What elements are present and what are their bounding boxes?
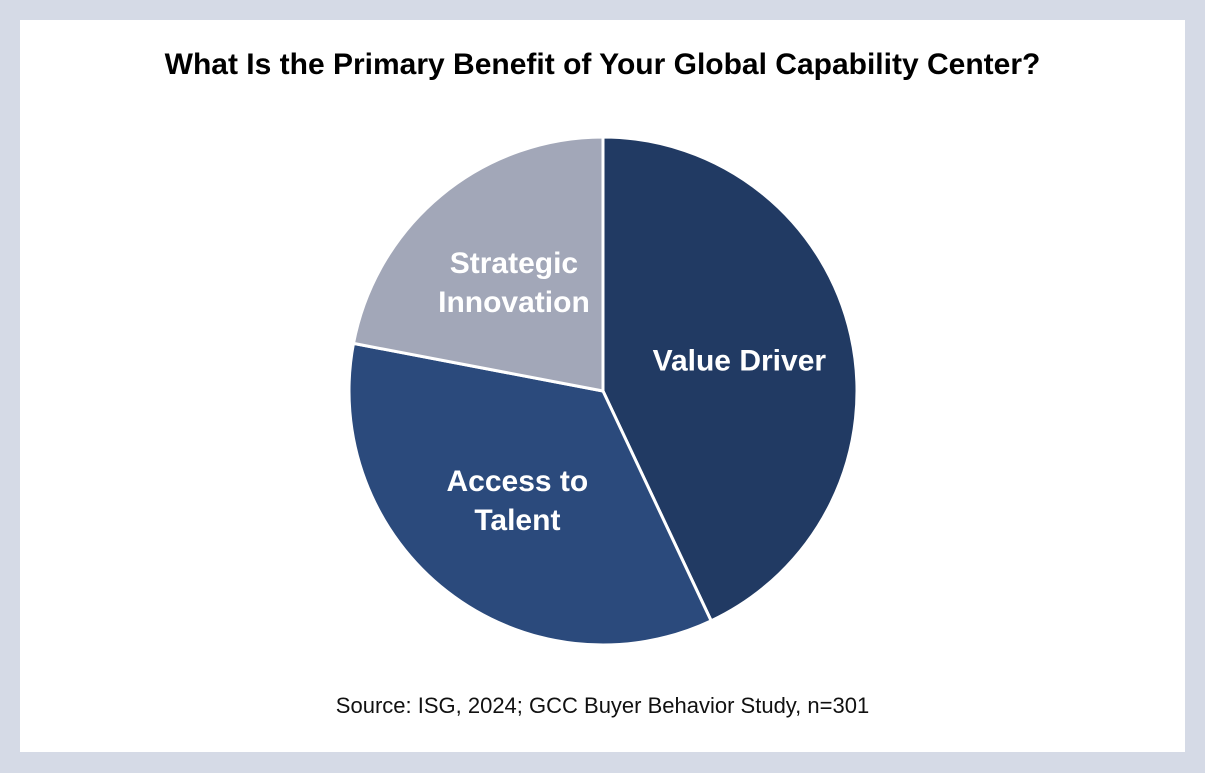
slice-label: Access to Talent	[446, 465, 589, 538]
chart-title: What Is the Primary Benefit of Your Glob…	[164, 48, 1041, 81]
pie-slice	[351, 135, 605, 393]
slice-label: Strategic Innovation	[438, 247, 590, 320]
pie-slice	[347, 341, 713, 647]
slice-label: Value Driver	[652, 344, 827, 378]
pie-slice	[601, 135, 859, 623]
source-note: Source: ISG, 2024; GCC Buyer Behavior St…	[335, 693, 870, 718]
